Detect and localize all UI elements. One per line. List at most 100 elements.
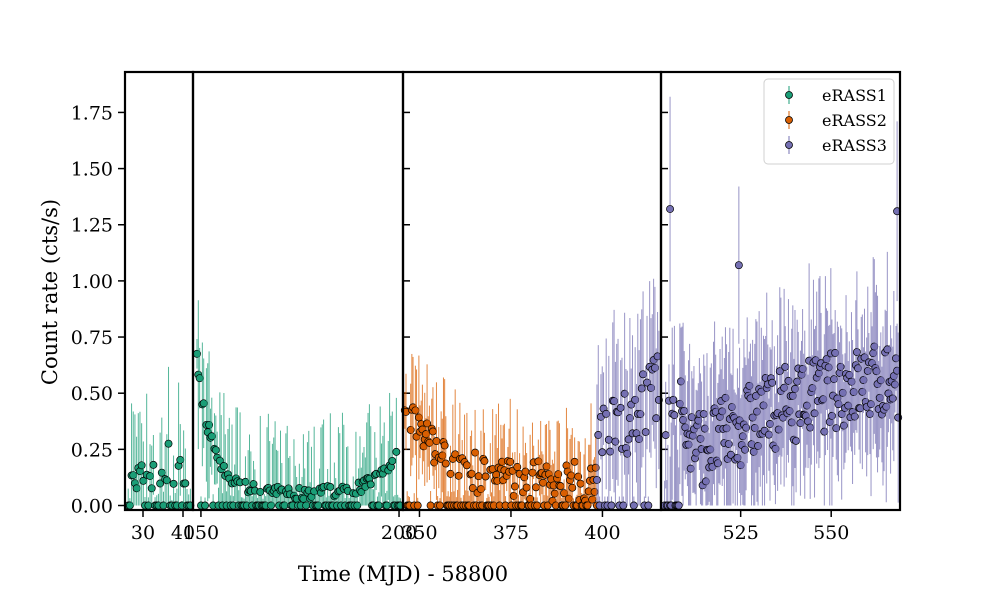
data-point [806, 423, 815, 432]
data-point [441, 459, 450, 468]
data-point [181, 479, 190, 488]
x-tick-label: 350 [401, 522, 437, 544]
x-tick-label: 550 [813, 522, 849, 544]
legend-eRASS1-marker [785, 91, 793, 99]
data-point [406, 425, 415, 434]
data-point [528, 468, 537, 477]
data-point [734, 261, 743, 270]
data-point [644, 501, 653, 510]
x-tick-label: 150 [183, 522, 219, 544]
data-point [129, 471, 138, 480]
data-point [446, 469, 455, 478]
data-point [670, 411, 679, 420]
data-point [147, 484, 156, 493]
x-tick-label: 400 [584, 522, 620, 544]
data-point [793, 377, 802, 386]
panel-4-axes: 525 550 [659, 70, 902, 544]
panel-4: 525 550 [659, 70, 903, 544]
data-point [468, 484, 477, 493]
legend-eRASS2-marker [785, 116, 793, 124]
data-point [637, 384, 646, 393]
data-point [132, 484, 141, 493]
data-point [144, 501, 153, 510]
data-point [820, 427, 829, 436]
data-point [462, 461, 471, 470]
data-point [430, 458, 439, 467]
data-point [661, 431, 670, 440]
y-tick-label: 1.50 [71, 159, 113, 181]
panel-2: 150 200 [183, 70, 417, 544]
data-point [641, 428, 650, 437]
data-point [629, 501, 638, 510]
x-tick-label: 525 [723, 522, 759, 544]
y-tick-labels: 0.00 0.25 0.50 0.75 1.00 1.25 1.50 1.75 [71, 102, 113, 517]
y-tick-label: 0.25 [71, 439, 113, 461]
data-point [554, 470, 563, 479]
data-point [480, 457, 489, 466]
data-point [510, 482, 519, 491]
y-tick-label: 0.50 [71, 383, 113, 405]
data-point [157, 468, 166, 477]
data-point [137, 461, 146, 470]
data-point [567, 471, 576, 480]
data-point [699, 410, 708, 418]
data-point [865, 410, 874, 418]
y-tick-label: 1.25 [71, 215, 113, 237]
data-point [604, 435, 613, 444]
data-point [680, 406, 689, 415]
y-tick-label: 1.00 [71, 271, 113, 293]
data-point [423, 419, 432, 428]
data-point [159, 501, 168, 510]
data-point [326, 482, 335, 491]
data-point [169, 479, 178, 488]
data-point [591, 463, 600, 472]
data-point [830, 375, 839, 384]
data-point [533, 501, 542, 510]
data-point [164, 439, 173, 448]
data-point [852, 348, 861, 357]
data-point [674, 501, 683, 510]
data-point [440, 441, 449, 450]
legend: eRASS1 eRASS2 eRASS3 [763, 78, 895, 165]
data-point [392, 447, 401, 456]
data-point [513, 463, 522, 471]
data-point [576, 479, 585, 488]
data-point [652, 414, 661, 423]
data-point [413, 501, 422, 510]
data-point [201, 501, 209, 510]
data-point [162, 476, 171, 485]
x-tick-label: 375 [493, 522, 529, 544]
x-tick-label: 200 [381, 522, 417, 544]
data-point [792, 436, 801, 445]
data-point [481, 472, 490, 481]
legend-eRASS3-label: eRASS3 [822, 136, 887, 155]
x-tick-label: 40 [171, 522, 195, 544]
data-point [411, 406, 420, 415]
y-tick-label: 1.75 [71, 102, 113, 124]
legend-eRASS2-label: eRASS2 [822, 111, 887, 130]
data-point [149, 460, 158, 469]
data-point [436, 501, 444, 510]
data-point [556, 482, 565, 491]
data-point [125, 501, 134, 510]
data-point [211, 446, 220, 455]
data-point [176, 455, 185, 464]
panel-3: 350 375 400 [400, 70, 668, 544]
data-point [428, 427, 437, 436]
panel-1: 30 40 [118, 70, 195, 544]
data-point [374, 501, 383, 510]
data-point [506, 457, 515, 466]
data-point [598, 448, 607, 457]
panel-frame [191, 70, 405, 512]
legend-eRASS1-label: eRASS1 [822, 86, 887, 105]
data-point [764, 430, 773, 439]
data-point [775, 367, 784, 376]
y-tick-label: 0.00 [71, 496, 113, 518]
data-point [532, 483, 540, 492]
data-point [669, 395, 678, 404]
data-point [426, 501, 435, 510]
data-point [607, 501, 616, 510]
y-axis-label: Count rate (cts/s) [38, 199, 62, 385]
